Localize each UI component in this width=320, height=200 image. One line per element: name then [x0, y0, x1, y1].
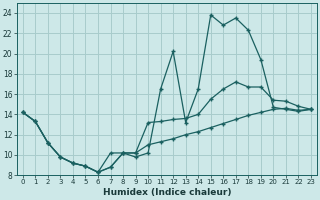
X-axis label: Humidex (Indice chaleur): Humidex (Indice chaleur)	[103, 188, 231, 197]
